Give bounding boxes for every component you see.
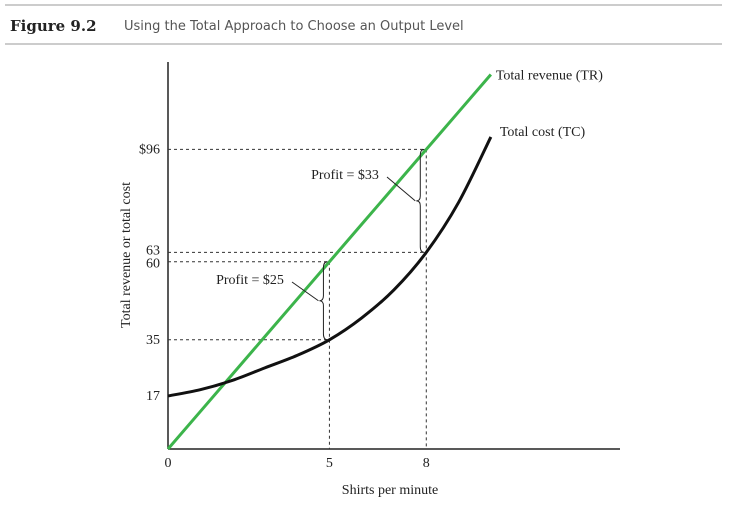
y-tick-label: 63: [146, 243, 160, 258]
y-tick-label: 17: [146, 389, 160, 404]
series-line: [166, 73, 492, 450]
brace: [319, 261, 328, 341]
series-label: Total cost (TC): [500, 125, 586, 140]
x-axis-label: Shirts per minute: [342, 483, 438, 498]
y-axis-label: Total revenue or total cost: [119, 182, 134, 328]
annotation-arrow: [291, 281, 319, 302]
x-tick-label: 8: [423, 456, 430, 471]
x-tick-label: 0: [165, 456, 172, 471]
y-tick-label: 35: [146, 333, 160, 348]
figure-number: Figure 9.2: [10, 17, 97, 35]
brace: [416, 148, 425, 253]
series-line: [167, 136, 493, 398]
annotation: Profit = $25: [216, 273, 284, 288]
figure-title: Using the Total Approach to Choose an Ou…: [124, 19, 464, 34]
annotation: Profit = $33: [311, 168, 379, 183]
x-tick-label: 5: [326, 456, 333, 471]
y-tick-label: $96: [139, 142, 160, 157]
annotation-arrow: [386, 176, 416, 202]
y-tick-label: 60: [146, 257, 160, 272]
series-label: Total revenue (TR): [496, 68, 603, 83]
